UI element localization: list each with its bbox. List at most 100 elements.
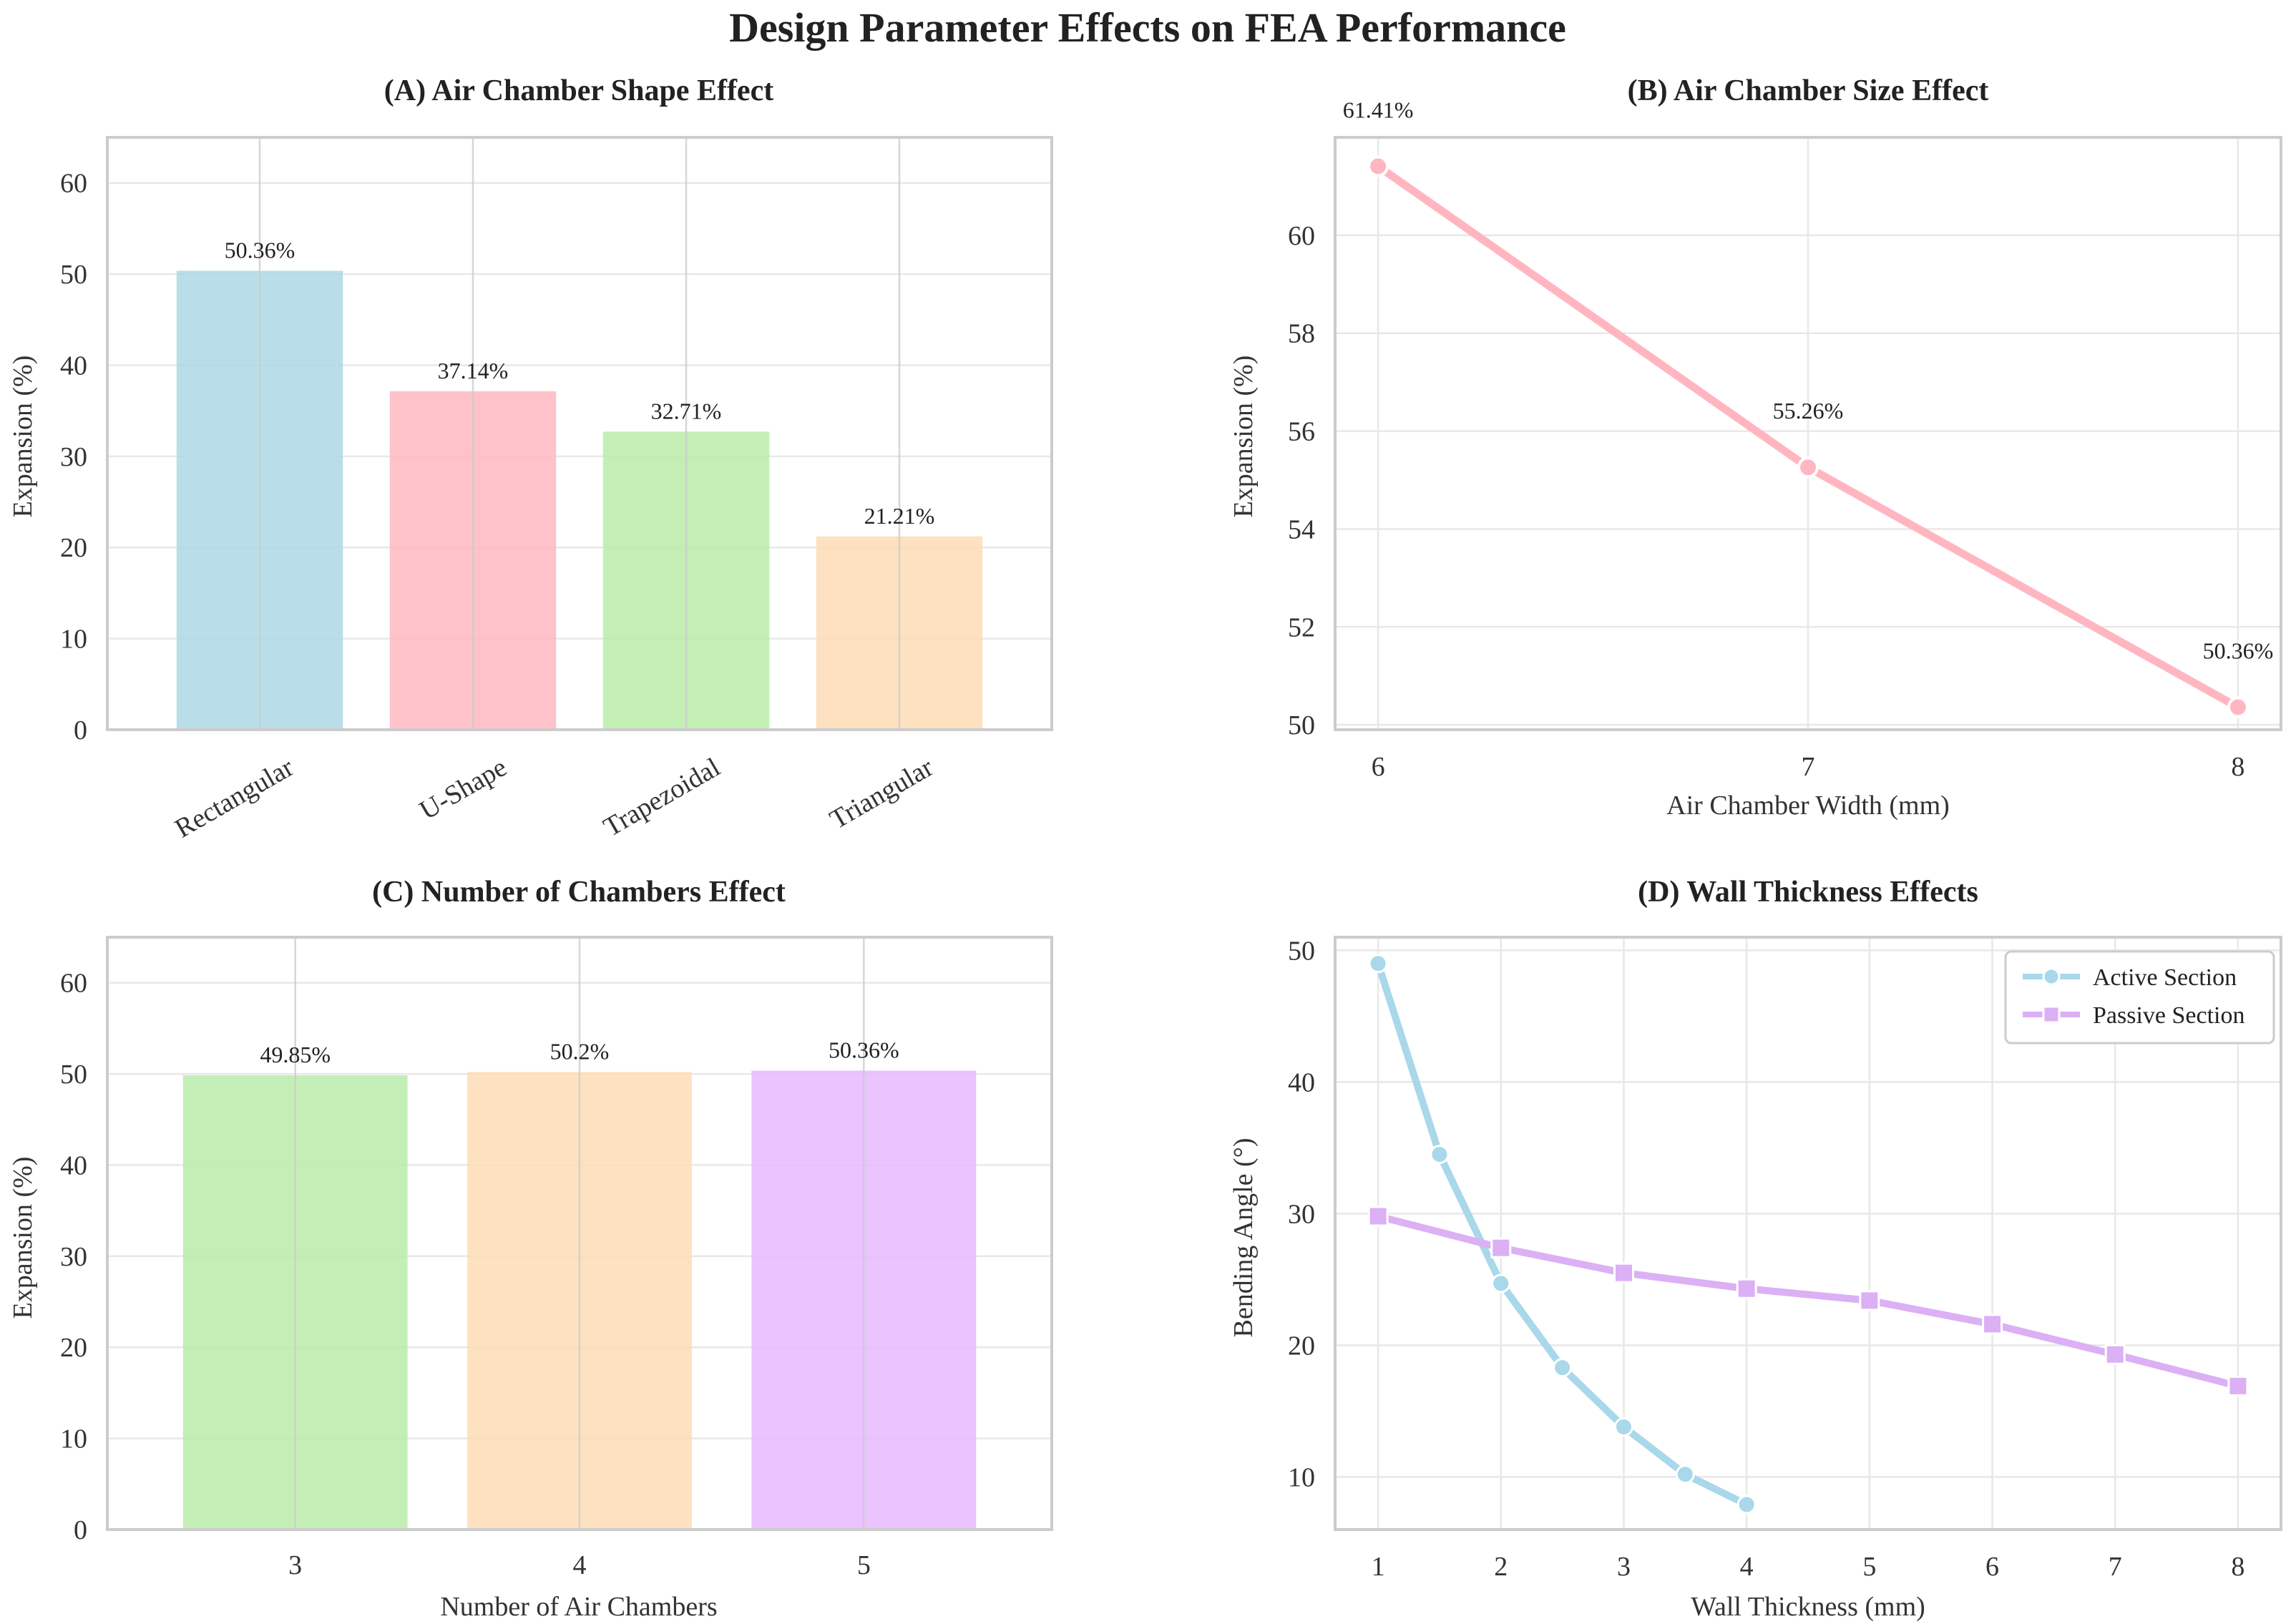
panel-d-y-axis-label: Bending Angle (°) [1228, 1138, 1259, 1337]
panel-a-y-tick-label: 30 [60, 442, 87, 472]
panel-a-x-tick-label: Triangular [825, 752, 939, 835]
panel-d-x-tick-label: 4 [1740, 1552, 1754, 1582]
panel-d-point-active [1736, 1495, 1757, 1515]
panel-a: (A) Air Chamber Shape Effect Expansion (… [8, 74, 1053, 844]
legend-marker-active [2042, 967, 2061, 986]
panel-d-point-passive [1490, 1237, 1512, 1258]
panel-b-point [1367, 155, 1389, 177]
panel-d-point-passive [1982, 1314, 2003, 1335]
panel-c-y-tick-label: 30 [60, 1242, 87, 1272]
panel-c-y-tick-label: 10 [60, 1424, 87, 1454]
panel-a-data-label: 50.36% [225, 237, 295, 263]
panel-c-y-tick-label: 0 [74, 1515, 87, 1545]
panel-a-x-tick-label: Trapezoidal [599, 752, 726, 842]
panel-b-y-tick-label: 50 [1288, 710, 1315, 740]
panel-c-data-label: 49.85% [260, 1042, 331, 1067]
panel-d-x-tick-label: 7 [2109, 1552, 2122, 1582]
panel-d-point-active [1491, 1273, 1511, 1293]
panel-d-point-passive [1736, 1278, 1757, 1299]
panel-a-x-tick-label: U-Shape [414, 752, 512, 826]
panel-d-point-active [1675, 1464, 1695, 1484]
panel-a-data-label: 21.21% [864, 503, 935, 529]
panel-b-x-tick-label: 8 [2231, 752, 2244, 782]
panel-a-y-tick-label: 50 [60, 260, 87, 290]
panel-b-y-tick-label: 52 [1288, 612, 1315, 642]
panel-a-y-tick-label: 20 [60, 533, 87, 563]
panel-d-point-passive [2104, 1344, 2126, 1365]
panel-d-y-tick-label: 50 [1288, 936, 1315, 966]
panel-d-point-active [1613, 1417, 1633, 1437]
panel-d-x-tick-label: 5 [1862, 1552, 1876, 1582]
panel-a-y-tick-label: 60 [60, 169, 87, 199]
panel-d-point-passive [1367, 1205, 1389, 1227]
panel-d-point-active [1368, 954, 1388, 974]
panel-d-x-tick-label: 6 [1985, 1552, 1999, 1582]
panel-b-x-tick-label: 7 [1802, 752, 1815, 782]
panel-c-y-tick-label: 60 [60, 969, 87, 999]
panel-d-point-active [1430, 1145, 1450, 1165]
panel-b-title: (B) Air Chamber Size Effect [1628, 74, 1989, 107]
panel-a-frame [106, 136, 1053, 731]
panel-a-data-label: 37.14% [438, 358, 509, 383]
panel-d-series-line-passive [1374, 1213, 2242, 1390]
panel-b-x-axis-label: Air Chamber Width (mm) [1666, 791, 1950, 821]
panel-c-x-tick-label: 5 [857, 1550, 871, 1580]
panel-b: (B) Air Chamber Size Effect Expansion (%… [1228, 74, 2282, 821]
panel-b-y-axis-label: Expansion (%) [1228, 356, 1259, 518]
panel-c-data-label: 50.36% [829, 1037, 899, 1062]
panel-c-y-tick-label: 40 [60, 1150, 87, 1180]
panel-c: (C) Number of Chambers Effect Expansion … [8, 876, 1053, 1622]
panel-b-data-label: 50.36% [2203, 638, 2274, 664]
panel-d-y-tick-label: 20 [1288, 1331, 1315, 1361]
panel-b-y-tick-label: 54 [1288, 514, 1315, 544]
legend-marker-passive [2042, 1005, 2061, 1024]
panel-a-title: (A) Air Chamber Shape Effect [384, 74, 773, 107]
panel-a-x-tick-label: Rectangular [170, 752, 299, 843]
panel-c-plot-area: 0 10 20 30 40 50 60 49.85% 50.2% 50.36% 3 4 5 [60, 936, 1053, 1580]
panel-a-y-tick-label: 0 [74, 715, 87, 745]
panel-d-y-tick-label: 40 [1288, 1067, 1315, 1097]
panel-c-y-tick-label: 50 [60, 1060, 87, 1090]
panel-c-x-tick-label: 3 [288, 1550, 302, 1580]
figure-title: Design Parameter Effects on FEA Performa… [729, 4, 1566, 51]
panel-d-x-tick-label: 3 [1617, 1552, 1631, 1582]
panel-d-point-active [1553, 1358, 1573, 1378]
legend-label-active: Active Section [2093, 964, 2237, 991]
panel-b-frame [1334, 136, 2282, 731]
panel-d-title: (D) Wall Thickness Effects [1638, 876, 1978, 909]
panel-a-y-axis-label: Expansion (%) [8, 356, 38, 518]
panel-c-frame [106, 936, 1053, 1531]
panel-b-y-tick-label: 58 [1288, 319, 1315, 349]
panel-d-legend: Active Section Passive Section [2004, 950, 2275, 1045]
panel-d-x-tick-label: 1 [1372, 1552, 1385, 1582]
panel-d-frame [1334, 936, 2282, 1531]
panel-c-y-axis-label: Expansion (%) [8, 1157, 38, 1319]
panel-b-y-tick-label: 60 [1288, 221, 1315, 251]
panel-c-x-axis-label: Number of Air Chambers [440, 1592, 717, 1622]
panel-b-x-tick-label: 6 [1372, 752, 1385, 782]
panel-c-data-label: 50.2% [550, 1039, 610, 1065]
panel-b-plot-area: 50 52 54 56 58 60 6 7 8 61.41% 55.26% 50.36% [1288, 97, 2282, 782]
panel-b-y-tick-label: 56 [1288, 417, 1315, 447]
panel-a-y-tick-label: 40 [60, 351, 87, 381]
panel-d-y-tick-label: 30 [1288, 1199, 1315, 1229]
panel-b-data-label: 61.41% [1343, 97, 1414, 122]
panel-a-data-label: 32.71% [651, 398, 722, 424]
panel-c-y-tick-label: 20 [60, 1333, 87, 1363]
panel-c-title: (C) Number of Chambers Effect [372, 876, 786, 909]
panel-b-point [1797, 456, 1819, 479]
panel-b-point [2227, 696, 2249, 718]
panel-b-data-label: 55.26% [1773, 398, 1844, 424]
panel-a-y-tick-label: 10 [60, 625, 87, 655]
panel-d-point-passive [1859, 1290, 1880, 1311]
panel-d-point-passive [2227, 1375, 2249, 1396]
panel-d-y-tick-label: 10 [1288, 1462, 1315, 1492]
panel-a-plot-area: 0 10 20 30 40 50 60 50.36% 37.14% 32.71% 21.21% Rec… [60, 136, 1053, 844]
panel-d-x-tick-label: 8 [2231, 1552, 2244, 1582]
legend-label-passive: Passive Section [2093, 1002, 2244, 1029]
panel-c-x-tick-label: 4 [573, 1550, 587, 1580]
panel-d: (D) Wall Thickness Effects Bending Angle… [1228, 876, 2282, 1622]
panel-d-point-passive [1613, 1262, 1634, 1283]
panel-d-x-axis-label: Wall Thickness (mm) [1691, 1592, 1925, 1622]
